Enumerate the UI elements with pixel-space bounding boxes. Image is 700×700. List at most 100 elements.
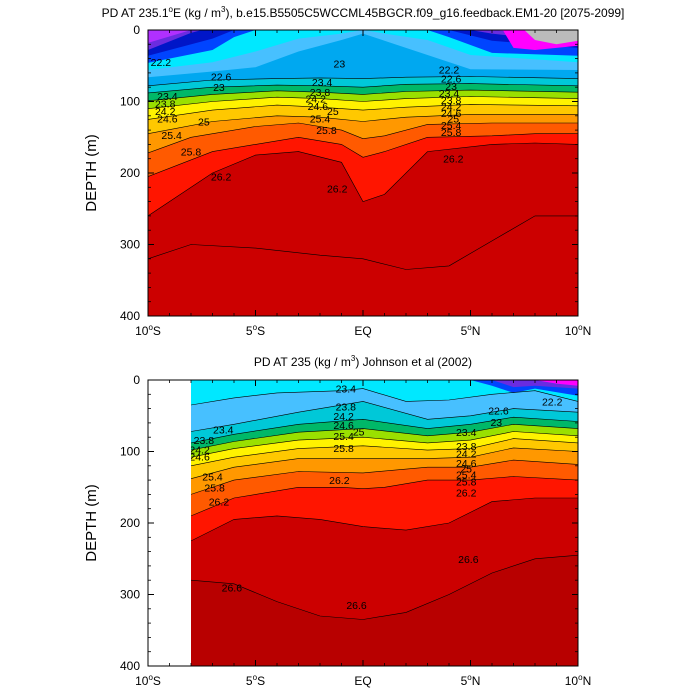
contour-line [191,459,578,495]
contour-label: 25.8 [204,482,225,494]
contour-label: 26.2 [211,172,232,184]
contour-label: 24.2 [456,449,477,461]
contour-line [148,89,578,102]
contour-line [191,401,578,432]
x-tick-label: 5oS [246,323,265,338]
contour-label: 25.8 [441,127,462,139]
contour-label: 25.4 [456,469,477,481]
contour-label: 22.6 [211,71,232,83]
contour-label: 25.4 [441,120,462,132]
x-tick-label: 10oS [135,323,161,338]
chart-title: PD AT 235 (kg / m3) Johnson et al (2002) [254,354,472,369]
contour-label: 23.8 [155,99,176,111]
contour-line [191,476,578,517]
contour-label: 24.2 [189,444,210,456]
x-tick-label: EQ [354,324,371,338]
contour-label: 23 [213,82,225,94]
contour-label: 26.6 [458,554,479,566]
density-band [148,30,578,63]
contour-label: 25.4 [202,472,223,484]
contour-line [148,133,578,177]
density-band [524,30,578,45]
contour-label: 23.4 [456,427,477,439]
contour-label: 25.8 [181,147,202,159]
plot-area: 23.423.824.224.62525.425.826.223.423.824… [189,380,578,666]
contour-label: 25.8 [456,477,477,489]
contour-label: 26.2 [209,497,230,509]
x-tick-label: 10oN [565,323,591,338]
x-tick-label: EQ [354,674,371,688]
contour-label: 23 [490,417,502,429]
density-band [191,380,578,405]
y-tick-label: 400 [120,309,140,323]
contour-label: 26.6 [346,600,367,612]
y-tick-label: 300 [120,238,140,252]
contour-label: 25.8 [316,125,337,137]
contour-label: 25 [327,106,339,118]
contour-line [191,438,578,467]
contour-label: 23.4 [157,91,178,103]
contour-label: 26.2 [443,154,464,166]
contour-label: 24.6 [189,452,210,464]
x-tick-label: 10oN [565,673,591,688]
contour-line [148,83,578,94]
contour-label: 23.4 [439,88,460,100]
y-tick-label: 100 [120,445,140,459]
contour-label: 24.6 [441,108,462,120]
chart-title: PD AT 235.1oE (kg / m3), b.e15.B5505C5WC… [102,5,625,20]
contour-label: 24.2 [333,411,354,423]
contour-label: 25.4 [161,130,182,142]
x-tick-label: 5oS [246,673,265,688]
contour-label: 24.6 [157,114,178,126]
contour-label: 22.6 [488,406,509,418]
contour-label: 24.6 [456,458,477,470]
contour-label: 25 [460,464,472,476]
x-tick-label: 5oN [461,323,481,338]
contour-label: 26.2 [327,184,348,196]
contour-label: 23.8 [194,435,215,447]
contour-label: 25 [447,114,459,126]
contour-label: 23.8 [336,401,357,413]
contour-line [148,104,578,120]
y-tick-label: 0 [133,373,140,387]
contour-line [148,122,578,154]
contour-label: 24.6 [308,101,329,113]
contour-line [148,96,578,109]
contour-label: 22.2 [439,64,460,76]
contour-label: 23.4 [312,77,333,89]
contour-label: 24.6 [333,420,354,432]
contour-label: 22.2 [151,57,172,69]
contour-label: 23.8 [456,441,477,453]
y-tick-label: 400 [120,659,140,673]
y-tick-label: 100 [120,95,140,109]
contour-label: 23.4 [213,424,234,436]
y-tick-label: 200 [120,166,140,180]
contour-label: 26.6 [222,582,243,594]
contour-label: 22.6 [441,74,462,86]
contour-label: 23 [445,81,457,93]
contour-line [191,554,578,620]
contour-label: 25 [198,117,210,129]
contour-line [191,497,578,542]
contour-line [148,142,578,217]
contour-label: 24.2 [441,102,462,114]
contour-label: 22.2 [542,396,563,408]
contour-line [191,447,578,479]
contour-label: 26.2 [456,487,477,499]
y-tick-label: 300 [120,588,140,602]
x-tick-label: 10oS [135,673,161,688]
contour-line [191,431,578,458]
panel-johnson-obs: 23.423.824.224.62525.425.826.223.423.824… [83,354,591,688]
contour-label: 26.2 [329,475,350,487]
contour-line [191,416,578,444]
contour-line [148,215,578,270]
contour-label: 24.2 [155,106,176,118]
y-axis-label: DEPTH (m) [83,484,100,562]
contour-line [191,388,578,406]
contour-label: 23.8 [441,95,462,107]
contour-label: 25.4 [333,431,354,443]
contour-label: 24.2 [305,94,326,106]
y-tick-label: 0 [133,23,140,37]
